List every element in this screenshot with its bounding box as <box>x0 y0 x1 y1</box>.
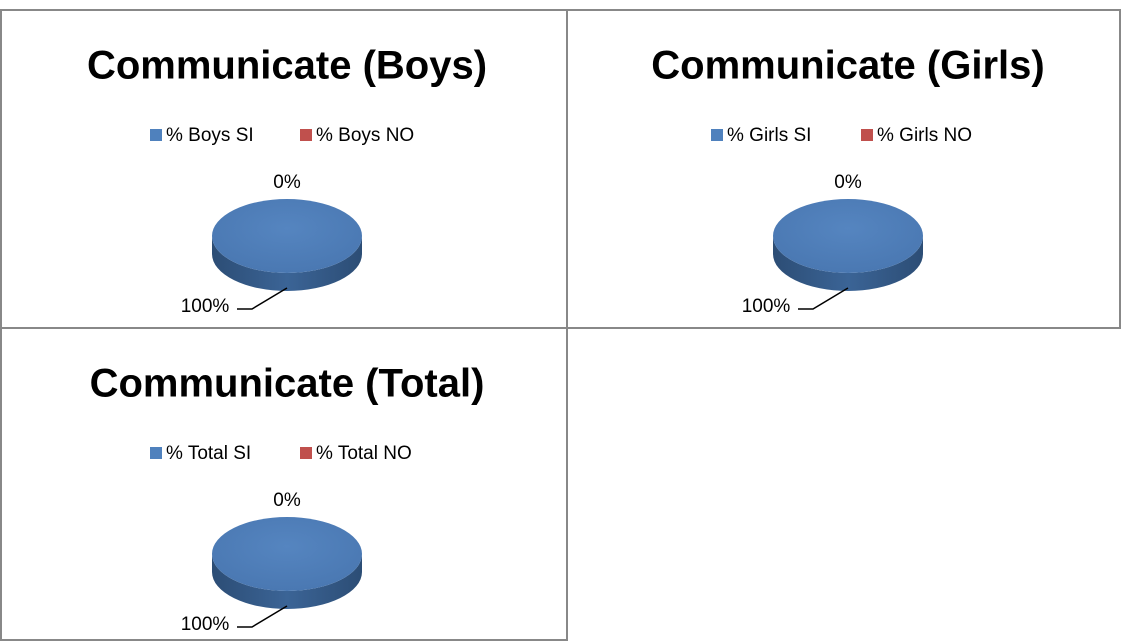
data-label: 100% <box>742 296 791 317</box>
legend-swatch <box>150 129 162 141</box>
legend-swatch <box>300 447 312 459</box>
data-label: 0% <box>834 172 862 193</box>
legend-label: % Girls NO <box>877 125 972 146</box>
leader-line <box>798 287 849 310</box>
legend-swatch <box>861 129 873 141</box>
data-label: 100% <box>181 296 230 317</box>
data-label: 0% <box>273 490 301 511</box>
chart-title: Communicate (Total) <box>90 362 485 406</box>
slice-part <box>773 199 923 273</box>
pie-slice <box>773 199 923 291</box>
slice-part <box>773 236 923 291</box>
leader-line <box>237 605 288 628</box>
slice-part <box>212 236 362 291</box>
legend-label: % Girls SI <box>727 125 811 146</box>
legend-swatch <box>150 447 162 459</box>
panel <box>0 327 568 641</box>
chart-title: Communicate (Boys) <box>87 44 487 88</box>
legend-swatch <box>300 129 312 141</box>
slice-part <box>212 554 362 609</box>
data-label: 0% <box>273 172 301 193</box>
chart-title: Communicate (Girls) <box>651 44 1044 88</box>
panel <box>566 9 1121 329</box>
leader-line <box>237 287 288 310</box>
data-label: 100% <box>181 614 230 635</box>
legend-label: % Boys SI <box>166 125 254 146</box>
legend-label: % Total SI <box>166 443 251 464</box>
legend-swatch <box>711 129 723 141</box>
legend-label: % Total NO <box>316 443 412 464</box>
slice-part <box>212 517 362 591</box>
legend-label: % Boys NO <box>316 125 414 146</box>
pie-slice <box>212 517 362 609</box>
pie-slice <box>212 199 362 291</box>
slice-part <box>212 199 362 273</box>
